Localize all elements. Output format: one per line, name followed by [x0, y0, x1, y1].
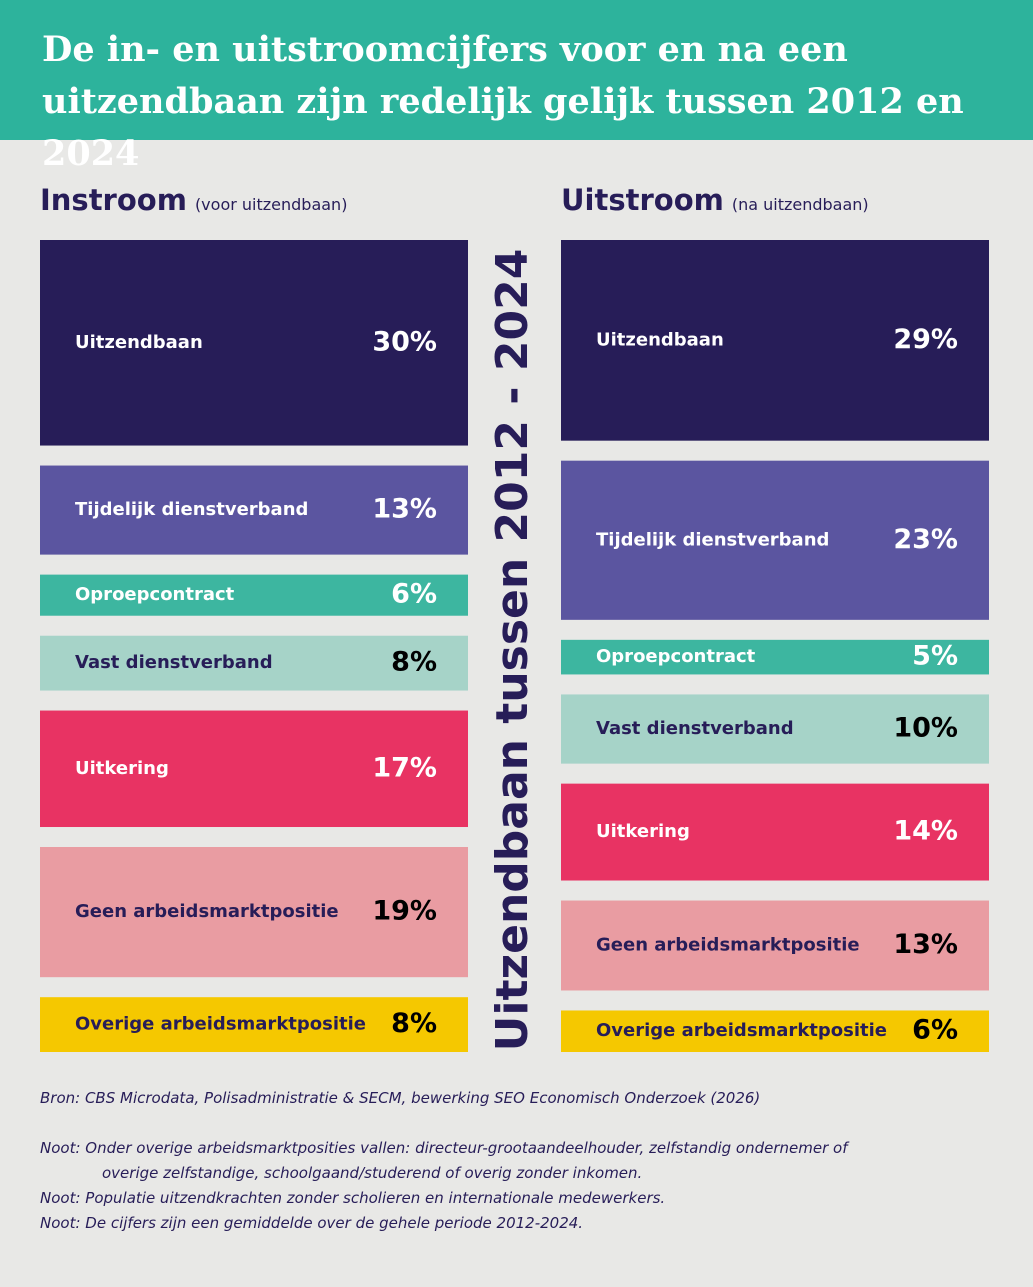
category-label: Vast dienstverband	[75, 652, 273, 673]
block	[561, 694, 989, 764]
block	[561, 639, 989, 675]
block	[561, 1010, 989, 1052]
block	[561, 900, 989, 991]
value-label: 5%	[912, 641, 958, 672]
block	[561, 783, 989, 881]
value-label: 6%	[912, 1015, 958, 1046]
value-label: 17%	[372, 752, 437, 783]
value-label: 30%	[372, 326, 437, 357]
category-label: Tijdelijk dienstverband	[596, 529, 829, 550]
panel-heading: Instroom	[40, 183, 187, 217]
panel-title: Uitstroom (na uitzendbaan)	[561, 183, 869, 217]
panel-subtitle: (na uitzendbaan)	[732, 195, 869, 214]
note: Noot: Populatie uitzendkrachten zonder s…	[40, 1189, 666, 1207]
category-label: Vast dienstverband	[596, 718, 794, 739]
value-label: 19%	[372, 896, 437, 927]
value-label: 13%	[893, 929, 958, 960]
block	[40, 635, 468, 691]
block	[40, 997, 468, 1052]
category-label: Overige arbeidsmarktpositie	[75, 1014, 366, 1035]
value-label: 6%	[391, 579, 437, 610]
category-label: Tijdelijk dienstverband	[75, 499, 308, 520]
category-label: Uitkering	[75, 758, 169, 779]
footer: Bron: CBS Microdata, Polisadministratie …	[40, 1086, 890, 1236]
note: Noot: De cijfers zijn een gemiddelde ove…	[40, 1214, 584, 1232]
value-label: 23%	[893, 524, 958, 555]
panel-heading: Uitstroom	[561, 183, 724, 217]
value-label: 14%	[893, 816, 958, 847]
category-label: Geen arbeidsmarktpositie	[596, 935, 860, 956]
block	[561, 240, 989, 441]
chart: Uitzendbaan tussen 2012 - 2024 Instroom (…	[40, 183, 989, 1052]
category-label: Overige arbeidsmarktpositie	[596, 1020, 887, 1041]
title: De in- en uitstroomcijfers voor en na ee…	[42, 29, 964, 174]
value-label: 8%	[391, 1008, 437, 1039]
category-label: Oproepcontract	[75, 584, 235, 605]
block	[40, 465, 468, 555]
block	[40, 574, 468, 616]
block	[40, 847, 468, 978]
header: De in- en uitstroomcijfers voor en na ee…	[0, 0, 1033, 174]
panel-subtitle: (voor uitzendbaan)	[195, 195, 348, 214]
value-label: 13%	[372, 494, 437, 525]
value-label: 10%	[893, 713, 958, 744]
category-label: Uitzendbaan	[75, 332, 203, 353]
block	[561, 460, 989, 620]
note: Noot: Onder overige arbeidsmarktposities…	[40, 1139, 848, 1182]
category-label: Uitkering	[596, 821, 690, 842]
block	[40, 710, 468, 828]
category-label: Uitzendbaan	[596, 329, 724, 350]
source: Bron: CBS Microdata, Polisadministratie …	[40, 1089, 761, 1107]
panel-title: Instroom (voor uitzendbaan)	[40, 183, 347, 217]
value-label: 8%	[391, 647, 437, 678]
value-label: 29%	[893, 324, 958, 355]
block	[40, 240, 468, 446]
side-label: Uitzendbaan tussen 2012 - 2024	[487, 249, 538, 1052]
category-label: Geen arbeidsmarktpositie	[75, 901, 339, 922]
category-label: Oproepcontract	[596, 646, 756, 667]
